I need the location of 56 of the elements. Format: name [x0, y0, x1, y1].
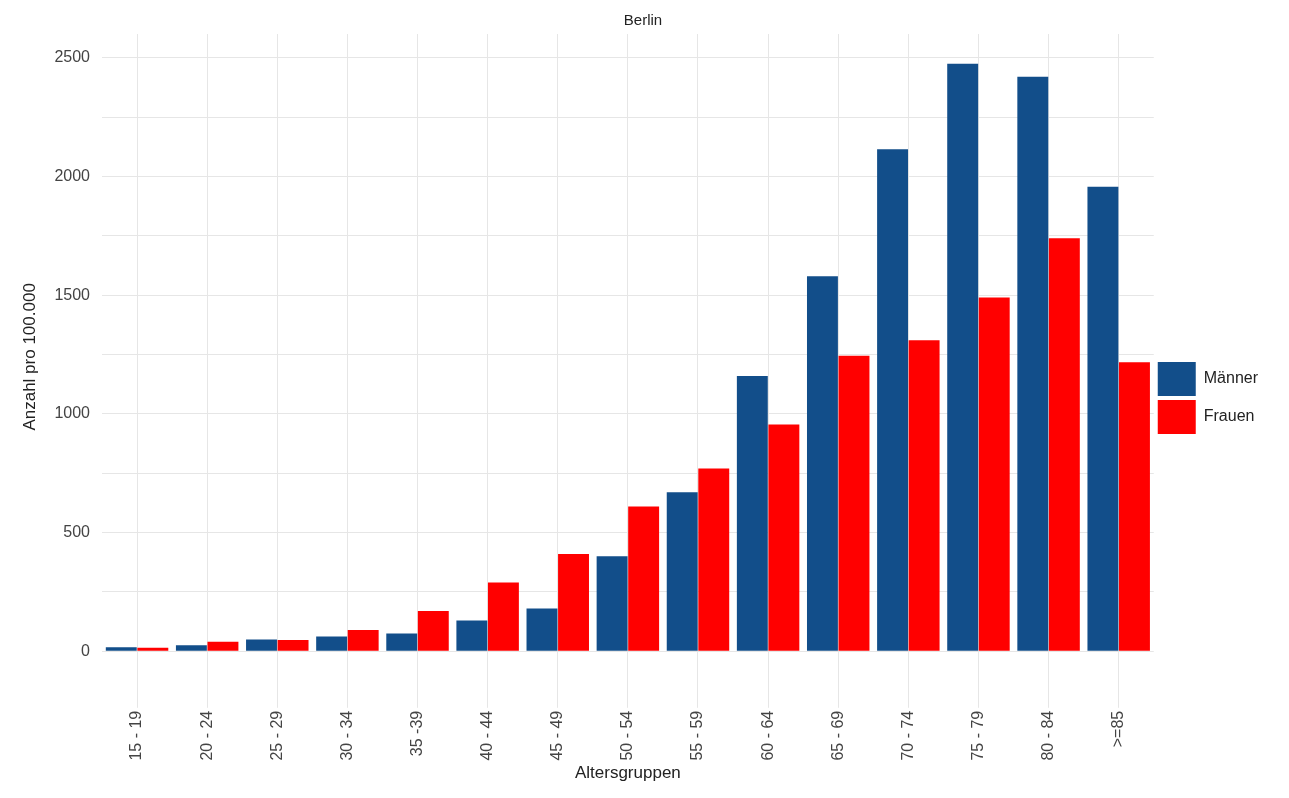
- bar: [698, 468, 730, 651]
- bar: [768, 424, 800, 651]
- bar: [207, 641, 239, 651]
- x-tick-label: >=85: [1109, 710, 1127, 748]
- bar: [137, 647, 169, 651]
- bar: [277, 639, 309, 651]
- x-tick-label: 80 - 84: [1038, 710, 1056, 761]
- y-tick-label: 1000: [54, 404, 91, 422]
- bar: [1119, 362, 1150, 651]
- bar: [386, 633, 418, 651]
- x-tick-label: 50 - 54: [618, 710, 636, 761]
- x-tick-label: 60 - 64: [758, 710, 776, 761]
- x-tick-label: 40 - 44: [478, 710, 496, 761]
- bar: [806, 276, 838, 651]
- bar: [947, 63, 979, 651]
- x-tick-label: 45 - 49: [548, 710, 566, 761]
- bar: [105, 647, 137, 651]
- x-tick-label: 65 - 69: [828, 710, 846, 761]
- bar: [246, 639, 277, 651]
- y-tick-label: 500: [63, 522, 91, 540]
- x-tick-label: 25 - 29: [267, 710, 285, 761]
- y-tick-label: 2500: [54, 48, 91, 66]
- bar: [666, 492, 698, 651]
- bar: [908, 340, 940, 651]
- bar: [347, 629, 379, 651]
- y-axis-title: Anzahl pro 100.000: [19, 283, 39, 431]
- bar: [487, 582, 519, 651]
- x-tick-label: 20 - 24: [197, 710, 215, 761]
- bar: [628, 506, 660, 651]
- x-tick-label: 30 - 34: [337, 710, 355, 761]
- bar: [877, 149, 909, 651]
- bar: [456, 620, 488, 651]
- x-tick-label: 35 -39: [407, 710, 425, 757]
- bar: [838, 355, 870, 651]
- bar: [558, 553, 589, 651]
- bar: [526, 608, 558, 651]
- x-tick-label: 75 - 79: [968, 710, 986, 761]
- y-tick-label: 0: [81, 641, 91, 659]
- bar: [316, 636, 348, 651]
- y-tick-label: 1500: [54, 285, 91, 303]
- x-tick-label: 15 - 19: [127, 710, 145, 761]
- legend-label: Männer: [1203, 369, 1259, 387]
- x-axis-title: Altersgruppen: [574, 763, 681, 783]
- legend-label: Frauen: [1203, 407, 1255, 425]
- y-tick-label: 2000: [54, 166, 91, 184]
- bar: [1087, 186, 1119, 651]
- x-tick-label: 55 - 59: [688, 710, 706, 761]
- bar: [736, 375, 768, 651]
- bar: [417, 610, 449, 651]
- chart-title: Berlin: [623, 11, 663, 29]
- x-tick-label: 70 - 74: [898, 710, 916, 761]
- bar: [1048, 238, 1080, 651]
- bar: [1017, 76, 1049, 651]
- bar: [175, 645, 207, 651]
- bar: [978, 297, 1010, 651]
- bar: [596, 556, 628, 651]
